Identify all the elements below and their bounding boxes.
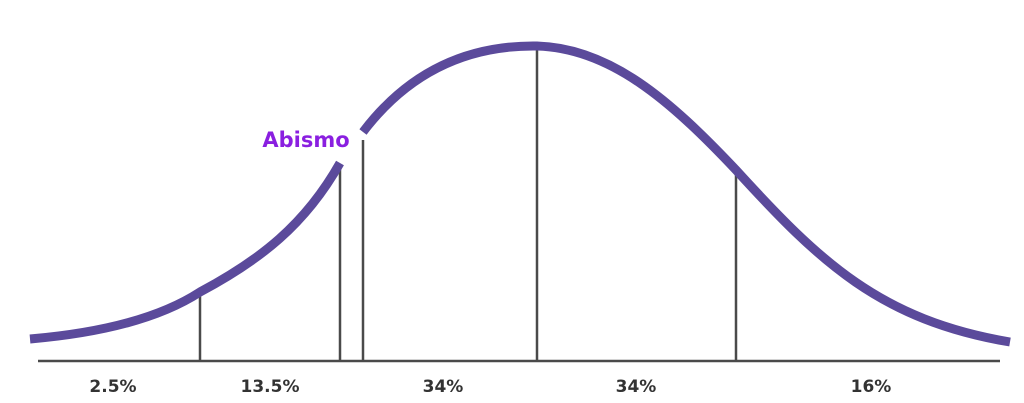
segment-label-early-majority: 34% xyxy=(423,377,464,397)
segment-label-innovators: 2.5% xyxy=(89,377,136,397)
bell-curve-right xyxy=(359,41,1011,347)
bell-curve-left xyxy=(29,160,344,344)
segment-label-early-adopters: 13.5% xyxy=(241,377,300,397)
segment-label-laggards: 16% xyxy=(851,377,892,397)
segment-label-late-majority: 34% xyxy=(616,377,657,397)
chasm-annotation: Abismo xyxy=(262,128,349,152)
